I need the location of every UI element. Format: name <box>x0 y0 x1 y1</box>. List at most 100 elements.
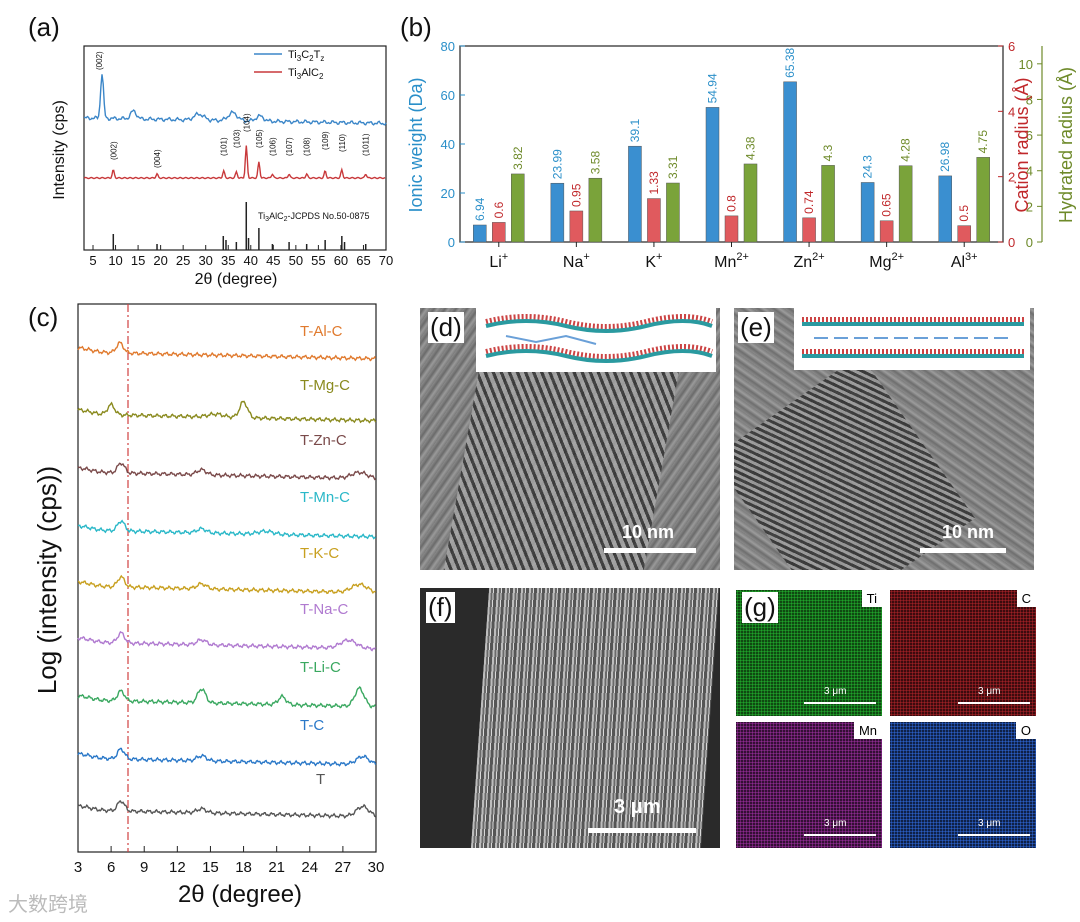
eds-mn-scale: 3 μm <box>824 818 847 829</box>
bar <box>473 224 487 243</box>
b-right2-tick-label: 10 <box>1019 57 1033 72</box>
schematic-d <box>476 308 716 372</box>
xrd-curve <box>77 519 376 540</box>
bar <box>628 145 642 243</box>
tem-e-lattice <box>734 354 976 570</box>
a-xtick-label: 5 <box>89 253 96 268</box>
panel-a-label: (a) <box>28 12 60 42</box>
scalebar-d-label: 10 nm <box>622 522 675 542</box>
b-category-label: K+ <box>645 251 662 271</box>
curve-label: T-Na-C <box>300 601 349 618</box>
max-peak-label: (109) <box>321 131 330 150</box>
eds-mn-scalebar <box>804 834 876 836</box>
b-right1-tick-label: 0 <box>1008 235 1015 250</box>
eds-c-scalebar <box>958 702 1030 704</box>
watermark: 大数跨境 <box>8 892 88 916</box>
eds-o-scale: 3 μm <box>978 818 1001 829</box>
bar-value-label: 0.8 <box>725 195 739 212</box>
max-peak-label: (002) <box>109 141 118 160</box>
b-left-tick-label: 0 <box>448 235 455 250</box>
bar <box>802 217 816 243</box>
bar-value-label: 0.95 <box>569 183 583 207</box>
bar <box>783 81 797 243</box>
panel-a-ylabel: Intensity (cps) <box>51 100 68 200</box>
a-xtick-label: 15 <box>131 253 145 268</box>
bar-value-label: 23.99 <box>550 149 564 179</box>
mxene-peak-label: (002) <box>95 51 104 70</box>
eds-ti-scale: 3 μm <box>824 686 847 697</box>
max-xrd-curve <box>83 145 386 180</box>
max-peak-label: (104) <box>242 113 251 132</box>
b-right1-tick-label: 4 <box>1008 104 1015 119</box>
eds-map-c: C 3 μm <box>890 590 1036 716</box>
c-xtick-label: 30 <box>368 859 385 876</box>
b-right2-tick-label: 4 <box>1026 164 1033 179</box>
c-xtick-label: 3 <box>74 859 82 876</box>
eds-c-tag: C <box>1016 590 1036 607</box>
xrd-curve <box>77 685 376 709</box>
eds-mn-tag: Mn <box>853 722 882 739</box>
b-category-label: Li+ <box>489 251 508 271</box>
xrd-curve <box>77 800 376 819</box>
b-left-tick-label: 40 <box>441 137 455 152</box>
c-xtick-label: 12 <box>169 859 186 876</box>
scalebar-e-label: 10 nm <box>942 522 995 542</box>
panel-c-frame <box>77 303 377 853</box>
schematic-e <box>794 308 1030 370</box>
max-peak-label: (106) <box>268 137 277 156</box>
xrd-curve <box>77 747 377 767</box>
c-xtick-label: 15 <box>202 859 219 876</box>
panel-c-label: (c) <box>28 302 59 332</box>
bar <box>492 222 506 243</box>
bar-value-label: 0.74 <box>802 190 816 214</box>
a-xtick-label: 65 <box>356 253 370 268</box>
bar <box>550 182 565 243</box>
bar <box>705 107 720 243</box>
bar <box>569 210 584 243</box>
bar-value-label: 4.75 <box>976 130 990 154</box>
bar <box>898 165 913 243</box>
bar <box>588 177 603 243</box>
max-peak-label: (1011) <box>362 133 371 156</box>
max-peak-label: (101) <box>220 137 229 156</box>
legend-mxene: Ti3C2Tz <box>288 49 324 63</box>
bar <box>666 182 680 243</box>
panel-a-xlabel: 2θ (degree) <box>195 271 278 288</box>
a-xtick-label: 60 <box>334 253 348 268</box>
panel-b-label: (b) <box>400 12 432 42</box>
panel-f-label: (f) <box>426 592 455 623</box>
xrd-curve <box>77 462 376 481</box>
b-category-label: Mg2+ <box>869 251 904 271</box>
bar-value-label: 4.28 <box>899 138 913 162</box>
bar <box>976 157 990 243</box>
bar-value-label: 54.94 <box>706 73 720 103</box>
b-ylabel-right1: Cation radius (Å) <box>1012 77 1032 212</box>
c-xlabel: 2θ (degree) <box>178 881 302 908</box>
bar <box>957 225 971 243</box>
b-ylabel-left: Ionic weight (Da) <box>406 77 426 212</box>
bar-value-label: 1.33 <box>647 171 661 195</box>
max-peak-label: (110) <box>338 134 347 152</box>
bar <box>724 215 739 243</box>
bar-value-label: 0.6 <box>492 201 506 218</box>
bar <box>647 198 661 243</box>
max-peak-label: (107) <box>285 137 294 156</box>
panel-e-label: (e) <box>738 312 774 343</box>
a-xtick-label: 20 <box>153 253 167 268</box>
scalebar-e <box>920 548 1006 553</box>
bar <box>821 165 835 243</box>
panel-a-xticks: 5 10 15 20 25 30 35 40 45 50 55 60 65 70 <box>89 245 393 268</box>
a-xtick-label: 10 <box>108 253 122 268</box>
max-peak-label: (004) <box>153 149 162 168</box>
a-xtick-label: 40 <box>244 253 258 268</box>
reference-label: Ti3AlC2-JCPDS No.50-0875 <box>258 211 370 223</box>
c-ylabel: Log (intensity (cps)) <box>32 466 62 694</box>
max-peak-label: (105) <box>255 129 264 148</box>
b-right2-tick-label: 6 <box>1026 128 1033 143</box>
eds-ti-scalebar <box>804 702 876 704</box>
bar-value-label: 26.98 <box>938 142 952 172</box>
max-peak-label: (108) <box>303 137 312 156</box>
bar-value-label: 3.82 <box>511 146 525 170</box>
sem-f-layers <box>470 588 720 848</box>
